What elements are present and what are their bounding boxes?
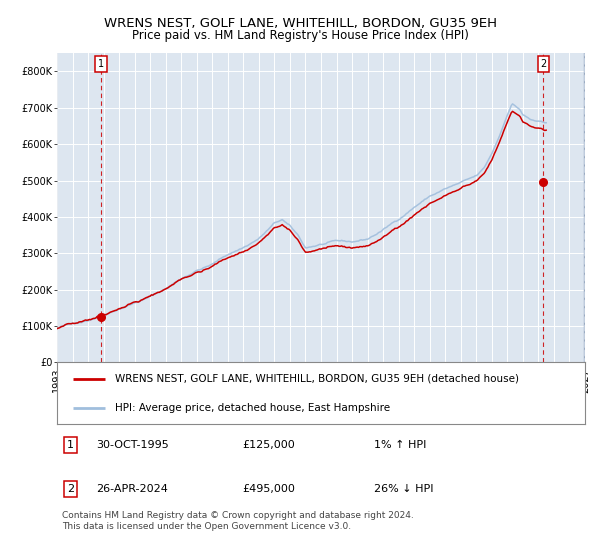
- Text: 2: 2: [540, 59, 547, 69]
- Text: Price paid vs. HM Land Registry's House Price Index (HPI): Price paid vs. HM Land Registry's House …: [131, 29, 469, 42]
- Text: 1: 1: [67, 440, 74, 450]
- Text: WRENS NEST, GOLF LANE, WHITEHILL, BORDON, GU35 9EH: WRENS NEST, GOLF LANE, WHITEHILL, BORDON…: [104, 17, 497, 30]
- Text: HPI: Average price, detached house, East Hampshire: HPI: Average price, detached house, East…: [115, 403, 390, 413]
- Text: 2: 2: [67, 484, 74, 494]
- Bar: [584, 53, 593, 362]
- Text: Contains HM Land Registry data © Crown copyright and database right 2024.
This d: Contains HM Land Registry data © Crown c…: [62, 511, 414, 531]
- Text: 1: 1: [98, 59, 104, 69]
- Text: £125,000: £125,000: [242, 440, 295, 450]
- Bar: [47, 53, 57, 362]
- Text: WRENS NEST, GOLF LANE, WHITEHILL, BORDON, GU35 9EH (detached house): WRENS NEST, GOLF LANE, WHITEHILL, BORDON…: [115, 374, 519, 384]
- Text: 26% ↓ HPI: 26% ↓ HPI: [374, 484, 433, 494]
- Text: £495,000: £495,000: [242, 484, 295, 494]
- Text: 26-APR-2024: 26-APR-2024: [97, 484, 169, 494]
- Text: 1% ↑ HPI: 1% ↑ HPI: [374, 440, 426, 450]
- Text: 30-OCT-1995: 30-OCT-1995: [97, 440, 169, 450]
